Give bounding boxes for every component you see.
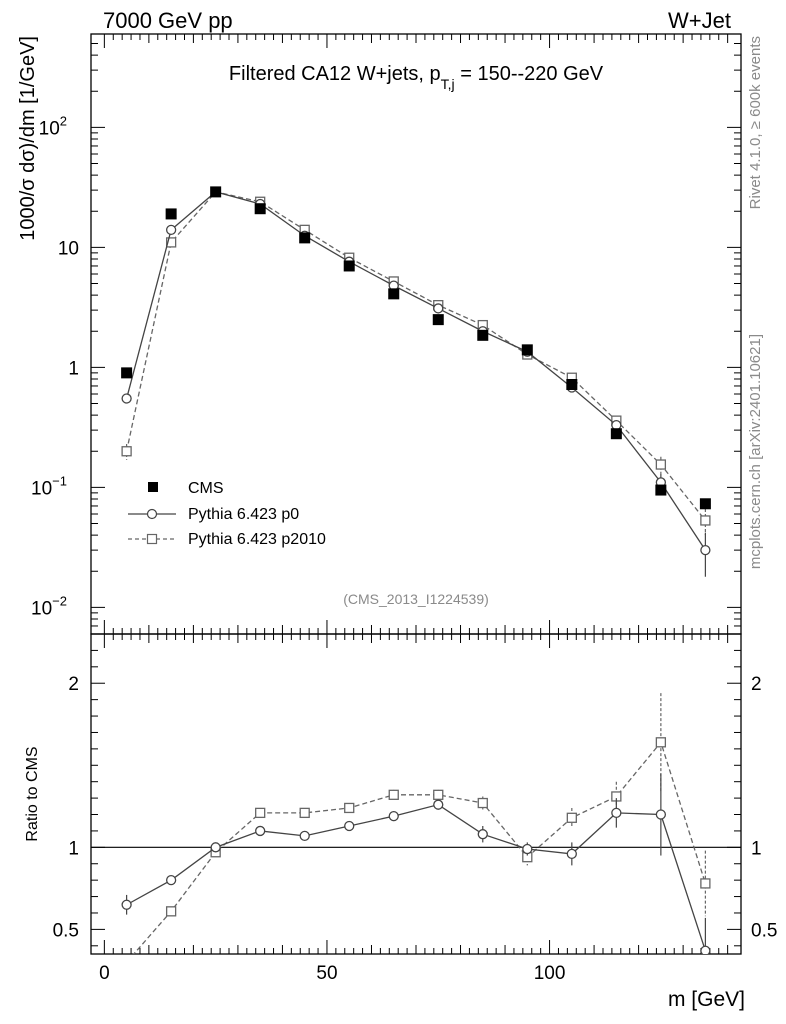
ratio-p0-line: [126, 803, 707, 951]
main-cms-point: [655, 484, 667, 496]
ratio-p0-point: [700, 945, 711, 954]
title-tail: = 150--220 GeV: [455, 63, 604, 85]
main-y-tick-label: 10: [58, 238, 79, 259]
main-cms-point: [121, 367, 133, 379]
main-cms-point: [699, 498, 711, 510]
header-right: W+Jet: [668, 8, 731, 33]
ratio-y-tick-label-right: 1: [751, 838, 762, 859]
ratio-p0-point: [477, 829, 488, 840]
tick-exponent: −2: [52, 593, 67, 608]
ratio-p0-point: [566, 848, 577, 860]
ratio-p2010-point: [566, 812, 577, 823]
tick-base: 1: [68, 358, 79, 379]
main-y-tick-label: 10−2: [31, 593, 67, 619]
ratio-plot-data: [91, 693, 741, 954]
main-p2010-point: [700, 515, 711, 526]
main-cms-point: [432, 314, 444, 326]
ratio-plot-frame: [90, 633, 742, 955]
main-y-tick-label: 102: [39, 113, 67, 139]
ratio-p2010-point: [433, 789, 444, 800]
ratio-p2010-point: [655, 737, 667, 748]
main-cms-point: [343, 260, 355, 272]
legend-marker-p0: [146, 508, 158, 520]
legend-label-p2010: Pythia 6.423 p2010: [188, 531, 326, 548]
main-p0-point: [433, 303, 444, 314]
ratio-p0-point: [121, 899, 132, 910]
mcplots-label: mcplots.cern.ch [arXiv:2401.10621]: [747, 334, 764, 569]
tick-base: 10: [58, 238, 79, 259]
ratio-p0-point: [344, 820, 355, 832]
ratio-p0-point: [255, 825, 266, 837]
legend-marker-p2010: [146, 533, 158, 545]
ratio-p0-point: [522, 843, 533, 855]
x-axis-label: m [GeV]: [668, 988, 745, 1011]
title-main: Filtered CA12 W+jets, p: [229, 63, 441, 85]
main-cms-point: [521, 344, 533, 356]
ratio-p2010-point: [255, 807, 266, 819]
ratio-p2010-point: [388, 789, 399, 800]
tick-exponent: −1: [52, 473, 67, 488]
main-y-axis-label: 1000/σ dσ)/dm [1/GeV]: [17, 36, 39, 241]
main-p0-point: [121, 393, 132, 404]
title-subscript: T,j: [441, 76, 455, 92]
main-p2010-point: [121, 446, 132, 457]
main-p2010-point: [655, 459, 667, 470]
header-left: 7000 GeV pp: [103, 8, 233, 33]
tick-base: 10: [31, 598, 52, 619]
main-p2010-point: [165, 237, 177, 248]
main-p0-line: [125, 191, 706, 551]
legend-marker-cms: [148, 482, 158, 492]
ratio-p0-point: [655, 809, 667, 820]
plot-title: Filtered CA12 W+jets, pT,j = 150--220 Ge…: [229, 63, 604, 92]
ratio-p0-point: [210, 842, 221, 853]
main-plot-data: [121, 186, 711, 577]
main-cms-point: [566, 378, 578, 390]
legend: CMS Pythia 6.423 p0 Pythia 6.423 p2010: [128, 480, 326, 548]
main-cms-point: [388, 288, 400, 300]
main-cms-point: [254, 203, 266, 215]
x-tick-label: 100: [534, 963, 566, 984]
ratio-y-tick-label-left: 0.5: [53, 920, 79, 941]
x-tick-label: 50: [316, 963, 337, 984]
ratio-p0-point: [388, 811, 399, 822]
ratio-y-tick-label-right: 2: [751, 674, 762, 695]
ratio-p2010-point: [477, 797, 488, 809]
ratio-y-axis-label: Ratio to CMS: [24, 746, 41, 841]
main-cms-point: [210, 186, 222, 198]
main-p0-point: [700, 544, 711, 556]
main-cms-point: [477, 329, 489, 341]
main-p0-point: [165, 224, 177, 235]
ratio-p0-point: [299, 830, 310, 841]
main-p2010-line: [125, 191, 706, 521]
ratio-y-tick-label-right: 0.5: [751, 920, 777, 941]
tick-base: 10: [31, 478, 52, 499]
ratio-p0-point: [165, 875, 177, 886]
x-tick-label: 0: [99, 963, 110, 984]
main-y-tick-label: 10−1: [31, 473, 67, 499]
main-y-tick-label: 1: [68, 358, 79, 379]
ratio-y-tick-label-left: 1: [68, 838, 79, 859]
ratio-p2010-point: [344, 802, 355, 814]
ratio-p2010-point: [299, 807, 310, 819]
main-cms-point: [610, 428, 622, 440]
tick-exponent: 2: [60, 113, 67, 128]
ratio-p0-point: [433, 799, 444, 810]
ratio-p0-point: [611, 807, 622, 819]
ratio-y-tick-label-left: 2: [68, 674, 79, 695]
analysis-label: (CMS_2013_I1224539): [343, 591, 489, 607]
rivet-label: Rivet 4.1.0, ≥ 600k events: [747, 36, 764, 209]
ratio-p2010-point: [165, 906, 177, 917]
legend-label-cms: CMS: [188, 480, 224, 497]
legend-label-p0: Pythia 6.423 p0: [188, 506, 299, 523]
ratio-p2010-point: [700, 878, 711, 889]
main-cms-point: [165, 208, 177, 220]
tick-base: 10: [39, 118, 60, 139]
main-cms-point: [299, 232, 311, 244]
